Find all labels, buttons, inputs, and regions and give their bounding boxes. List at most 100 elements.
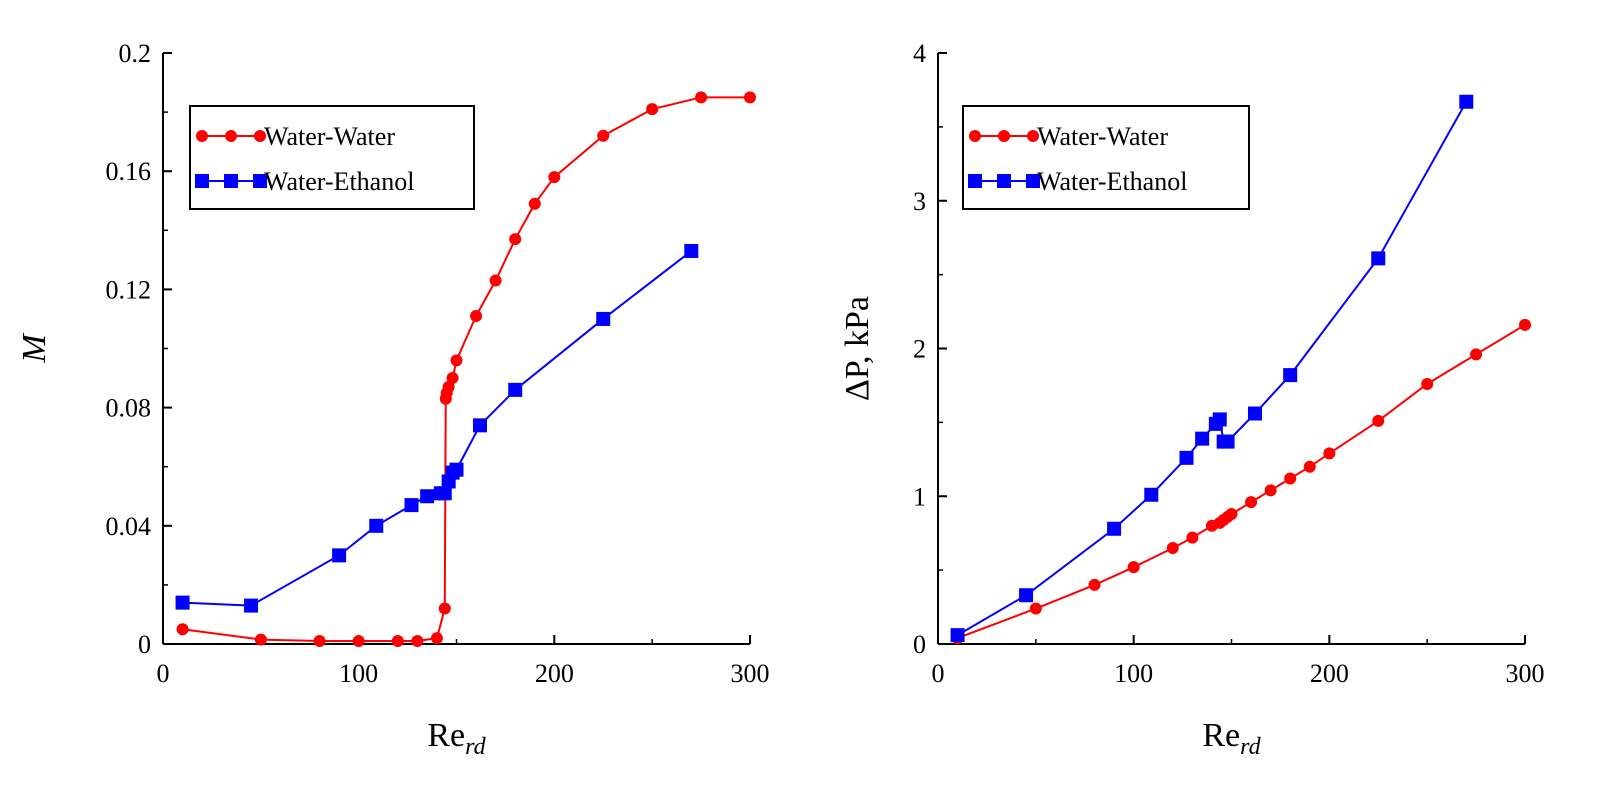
data-point [950,628,965,643]
data-point [548,171,561,184]
x-tick-label: 300 [1506,659,1545,688]
data-point [1144,487,1159,502]
data-point [1519,318,1531,331]
data-point [1421,377,1434,390]
legend-marker [998,130,1010,142]
data-point [420,489,435,504]
data-point [438,602,451,615]
data-point [597,129,610,142]
x-tick-label: 100 [1114,659,1153,688]
legend-box [962,105,1250,210]
data-point [1019,588,1034,603]
data-point [411,635,424,648]
x-axis-label: Rerd [427,717,486,760]
y-tick-label: 3 [913,187,926,216]
data-point [1195,431,1210,446]
data-point [1088,578,1101,591]
y-tick-label: 0.2 [119,39,152,68]
legend-box [189,105,475,210]
data-point [1166,541,1179,554]
data-point [369,518,384,533]
data-point [254,633,267,646]
data-point [1470,348,1483,361]
legend-marker [1027,130,1039,142]
x-tick-label: 300 [731,659,770,688]
data-point [391,635,404,648]
legend-marker [968,174,982,188]
legend-label: Water-Ethanol [264,167,414,196]
data-point [1283,368,1298,383]
y-axis-label: M [16,333,53,364]
data-point [744,91,756,104]
data-point [1247,406,1262,421]
x-tick-label: 200 [535,659,574,688]
legend-marker [254,130,266,142]
x-tick-label: 100 [339,659,378,688]
x-tick-label: 200 [1310,659,1349,688]
legend-marker [196,130,208,142]
data-point [470,309,483,322]
y-axis-label: ΔP, kPa [839,296,876,401]
data-point [1284,472,1297,485]
legend-marker [224,174,238,188]
data-point [646,103,659,116]
data-point [244,598,259,613]
data-point [332,548,347,563]
data-point [1372,414,1385,427]
data-point [1371,251,1386,266]
legend-marker [225,130,237,142]
data-point [450,354,463,367]
y-tick-label: 0.12 [106,275,152,304]
y-tick-label: 0 [138,630,151,659]
data-point [352,635,365,648]
data-point [695,91,708,104]
y-tick-label: 2 [913,335,926,364]
data-point [1127,561,1140,574]
series-line-0 [957,324,1526,640]
y-tick-label: 0.08 [106,394,152,423]
data-point [1245,496,1258,509]
legend: Water-Water Water-Ethanol [189,105,475,210]
data-point [446,372,459,385]
data-point [175,595,190,610]
data-point [472,418,487,433]
legend-marker [969,130,981,142]
y-tick-label: 4 [913,39,926,68]
data-point [430,632,443,645]
data-point [449,462,464,477]
legend-marker [1026,174,1040,188]
data-point [684,243,699,258]
data-point [1212,412,1227,427]
data-point [1323,447,1336,460]
data-point [1459,94,1474,109]
data-point [1225,507,1238,520]
legend: Water-Water Water-Ethanol [962,105,1250,210]
y-tick-label: 0.04 [106,512,152,541]
data-point [596,311,611,326]
data-point [508,382,523,397]
series-line-1 [182,250,692,607]
y-tick-label: 1 [913,482,926,511]
data-point [1107,521,1122,536]
data-point [1303,460,1316,473]
y-tick-label: 0.16 [106,157,152,186]
legend-label: Water-Ethanol [1037,167,1187,196]
data-point [1186,531,1199,544]
data-point [176,623,189,636]
data-point [404,498,419,513]
data-point [1264,484,1277,497]
data-point [1220,434,1235,449]
x-axis-label: Rerd [1202,717,1261,760]
data-point [437,486,452,501]
data-point [1179,450,1194,465]
chart-mixing-index: 0 0.04 0.08 0.12 0.16 0.2 0 100 200 300 Rerd M Water… [16,39,770,760]
data-point [313,635,326,648]
legend-marker [253,174,267,188]
data-point [1029,602,1042,615]
data-point [528,197,541,210]
legend-marker [195,174,209,188]
x-tick-label: 0 [932,659,945,688]
legend-label: Water-Water [1037,122,1168,151]
